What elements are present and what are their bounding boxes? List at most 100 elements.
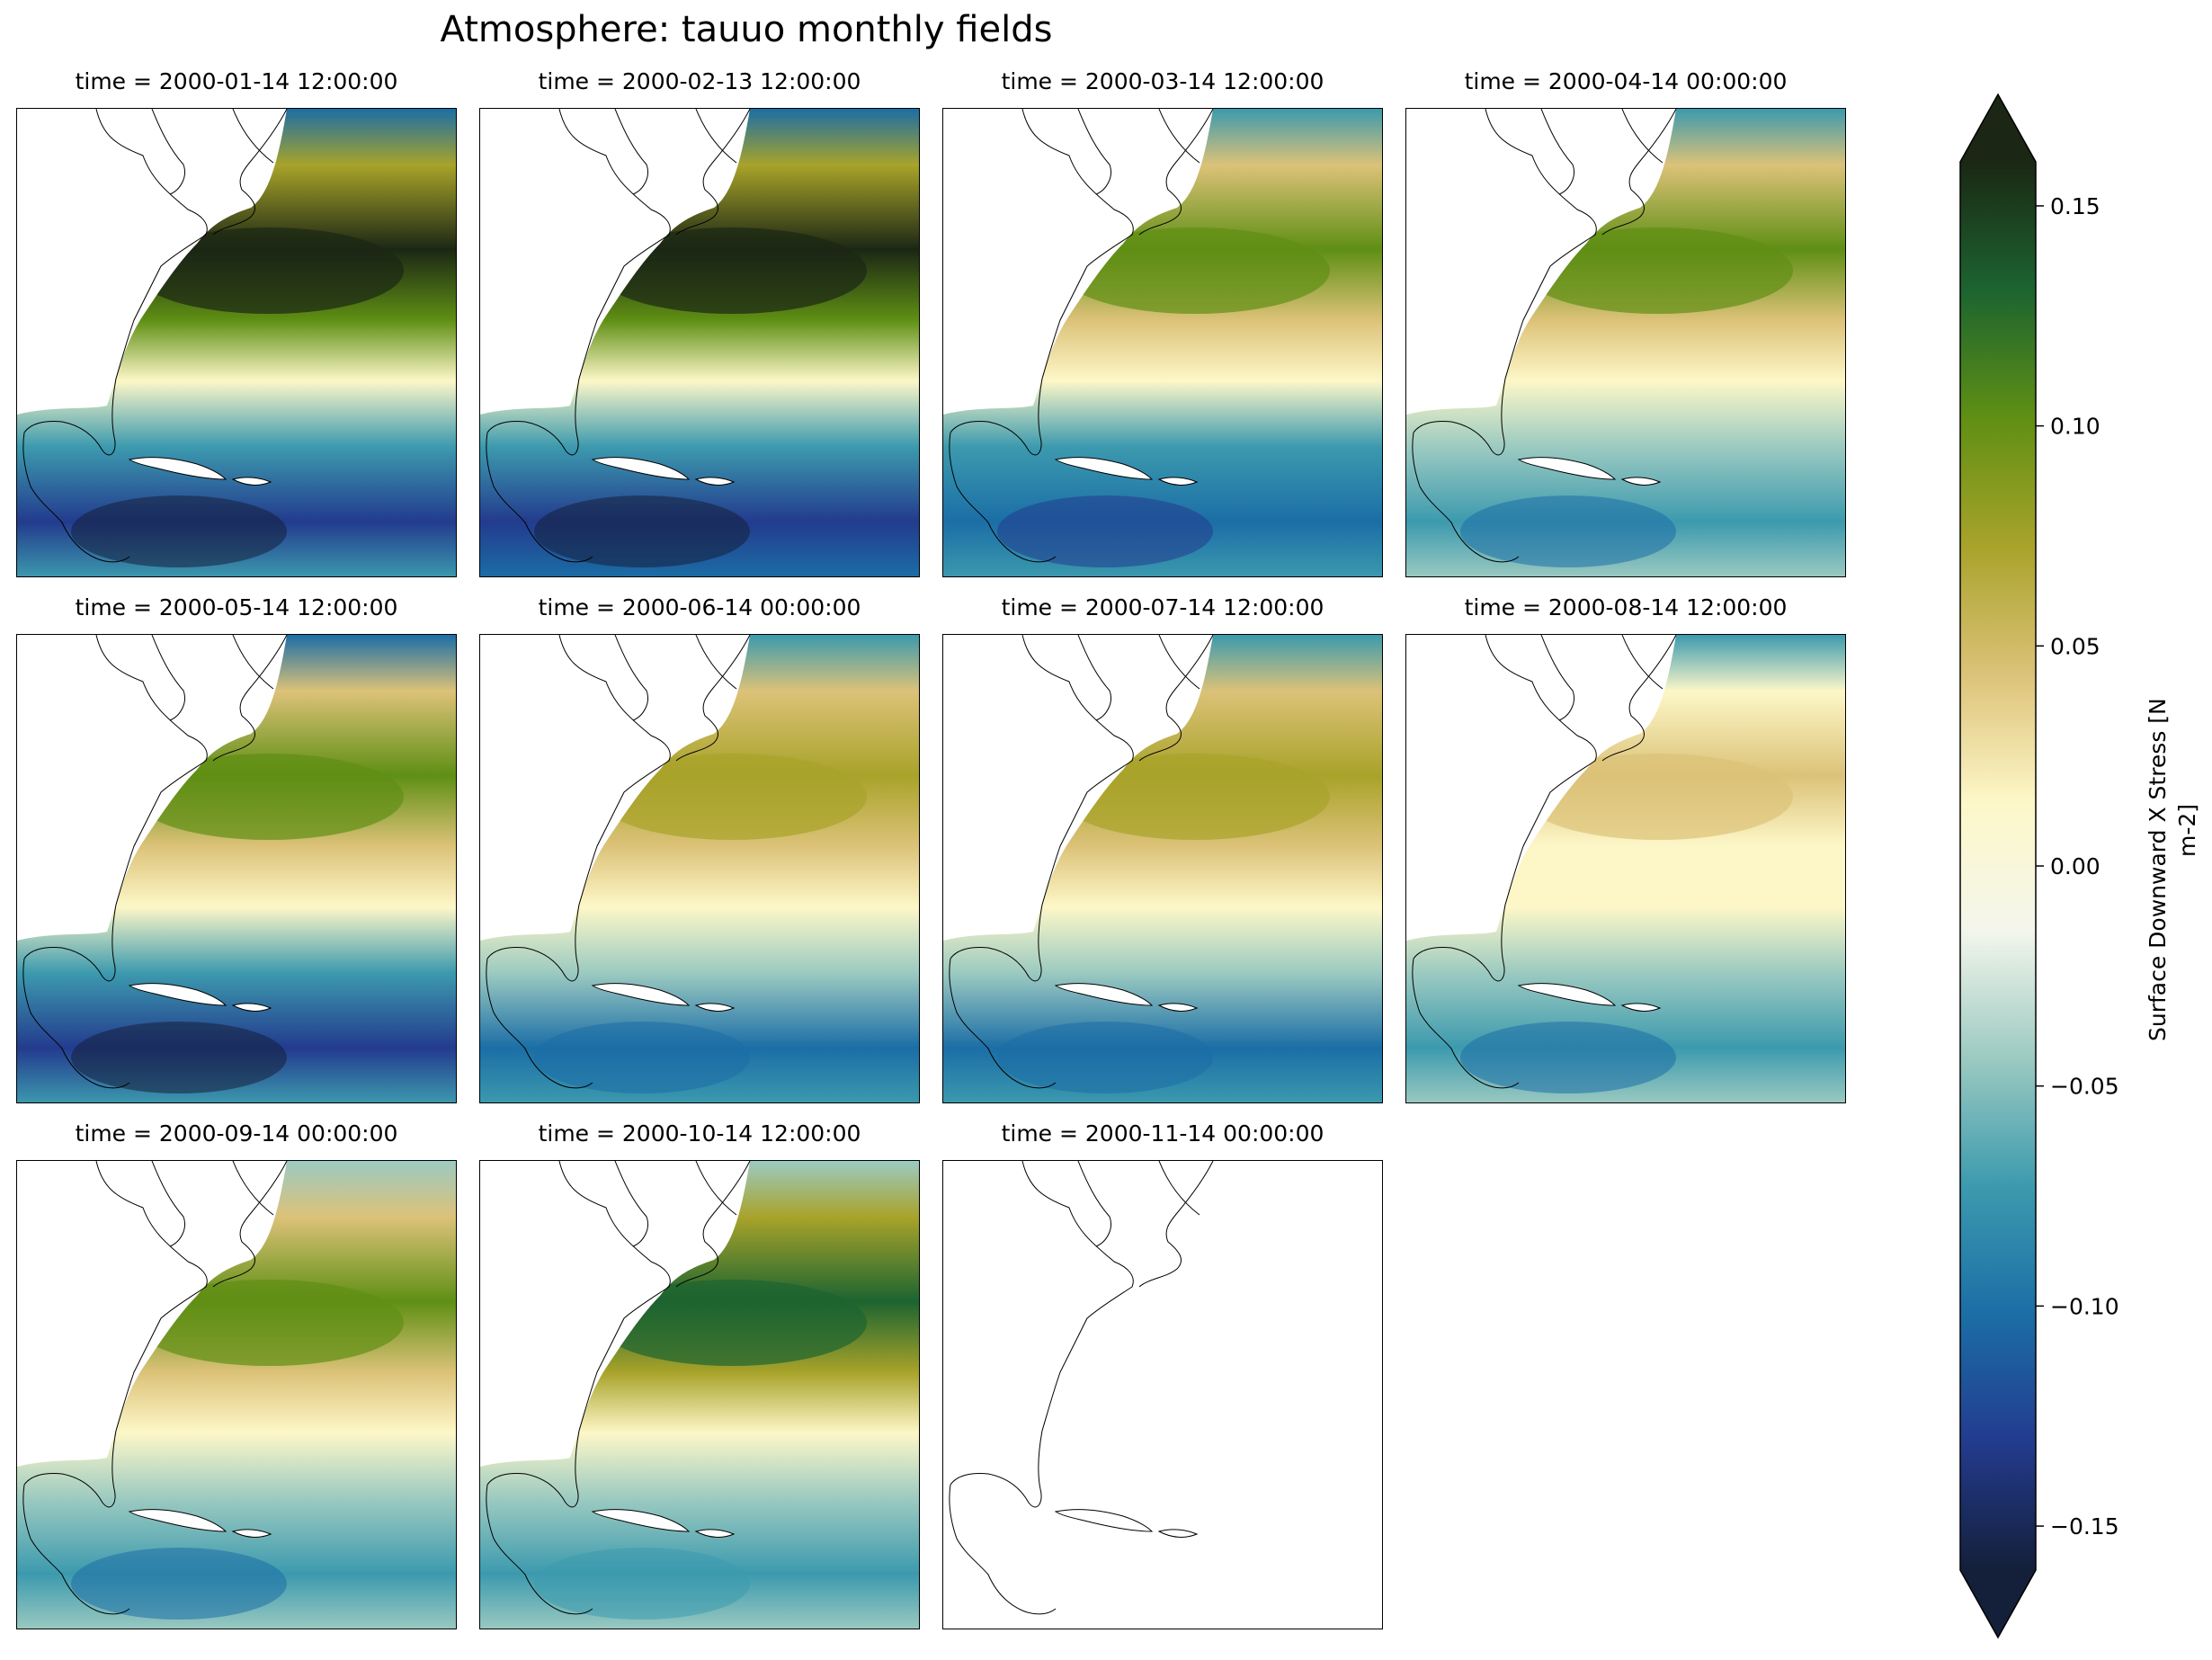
coastline [1601,635,1677,762]
colorbar-extend-max [1960,94,2036,162]
island-outline [694,477,736,486]
coastline [23,109,208,456]
map-panel [1405,108,1846,577]
panel-title: time = 2000-01-14 12:00:00 [75,68,398,94]
coastline [1077,635,1111,721]
coastline [23,1161,208,1508]
coastline [23,635,208,982]
coastline [232,635,274,690]
colorbar-tick-label: 0.15 [2050,193,2101,219]
map-field [949,1161,1214,1615]
peak-region [1523,754,1793,840]
coastline [949,432,1057,563]
island-outline [128,457,227,480]
coastline [22,432,130,563]
coastline [1540,109,1574,195]
colorbar-tick-label: −0.10 [2050,1293,2119,1319]
coastline [950,1161,1134,1508]
coastline [486,1161,671,1508]
map-panel [16,1160,457,1629]
peak-region [597,1280,867,1366]
panel-title: time = 2000-04-14 00:00:00 [1464,68,1788,94]
coastline [1138,635,1214,762]
colorbar-tick-label: 0.10 [2050,414,2101,440]
trough-region [71,1548,287,1620]
panel-title: time = 2000-02-13 12:00:00 [538,68,861,94]
coastline [1621,109,1663,164]
panel-title: time = 2000-03-14 12:00:00 [1001,68,1325,94]
coastline [949,958,1057,1089]
coastline [695,109,737,164]
colorbar-extend-min [1960,1570,2036,1638]
island-outline [591,983,691,1006]
coastline [1158,1161,1200,1216]
coastline [212,109,288,236]
island-outline [694,1003,736,1012]
map-field [480,109,919,576]
map-field [943,109,1382,576]
island-outline [1054,457,1154,480]
panel-title: time = 2000-09-14 00:00:00 [75,1120,398,1147]
trough-region [997,1022,1213,1093]
peak-region [1523,228,1793,314]
map-field [17,109,456,576]
coastline [675,635,751,762]
island-outline [1157,1529,1199,1538]
island-outline [591,457,691,480]
coastline [212,1161,288,1288]
coastline [1138,1161,1214,1288]
coastline [1601,109,1677,236]
coastline [1158,109,1200,164]
figure-title: Atmosphere: tauuo monthly fields [440,9,1053,50]
trough-region [1460,495,1676,567]
trough-region [534,1548,750,1620]
panel-title: time = 2000-07-14 12:00:00 [1001,594,1325,620]
coastline [22,1484,130,1615]
coastline [1077,1161,1111,1247]
map-field [943,635,1382,1102]
coastline [486,432,593,563]
colorbar-tick-label: −0.05 [2050,1074,2119,1100]
panel-title: time = 2000-10-14 12:00:00 [538,1120,861,1147]
island-outline [231,1003,272,1012]
panel-title: time = 2000-05-14 12:00:00 [75,594,398,620]
coastline [212,635,288,762]
trough-region [534,1022,750,1093]
coastline [1413,635,1597,982]
coastline [949,1484,1057,1615]
coastline [486,109,671,456]
coastline [1138,109,1214,236]
coastline [1158,635,1200,690]
panel-title: time = 2000-08-14 12:00:00 [1464,594,1788,620]
map-field [1406,635,1845,1102]
map-panel [942,108,1383,577]
island-outline [1620,477,1662,486]
map-panel [479,108,920,577]
island-outline [231,477,272,486]
map-panel [942,634,1383,1103]
peak-region [134,1280,404,1366]
map-field [480,1161,919,1629]
trough-region [997,495,1213,567]
panel-title: time = 2000-06-14 00:00:00 [538,594,861,620]
map-field [480,635,919,1102]
island-outline [1054,1509,1154,1532]
trough-region [71,1022,287,1093]
colorbar-outline [1959,93,2037,1639]
island-outline [128,1509,227,1532]
coastline [675,1161,751,1288]
coastline [232,1161,274,1216]
island-outline [694,1529,736,1538]
peak-region [1060,228,1330,314]
coastline [1413,109,1597,456]
coastline [950,109,1134,456]
map-field [1406,109,1845,576]
map-field [17,1161,456,1629]
coastline [486,1484,593,1615]
coastline [614,635,648,721]
island-outline [591,1509,691,1532]
island-outline [1157,1003,1199,1012]
map-panel [1405,634,1846,1103]
island-outline [1620,1003,1662,1012]
